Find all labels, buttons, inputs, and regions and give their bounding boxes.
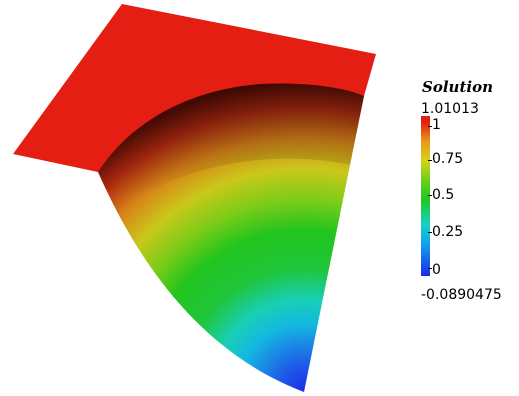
top-plate-surface bbox=[13, 4, 376, 172]
wedge-rim-shading bbox=[98, 83, 364, 210]
